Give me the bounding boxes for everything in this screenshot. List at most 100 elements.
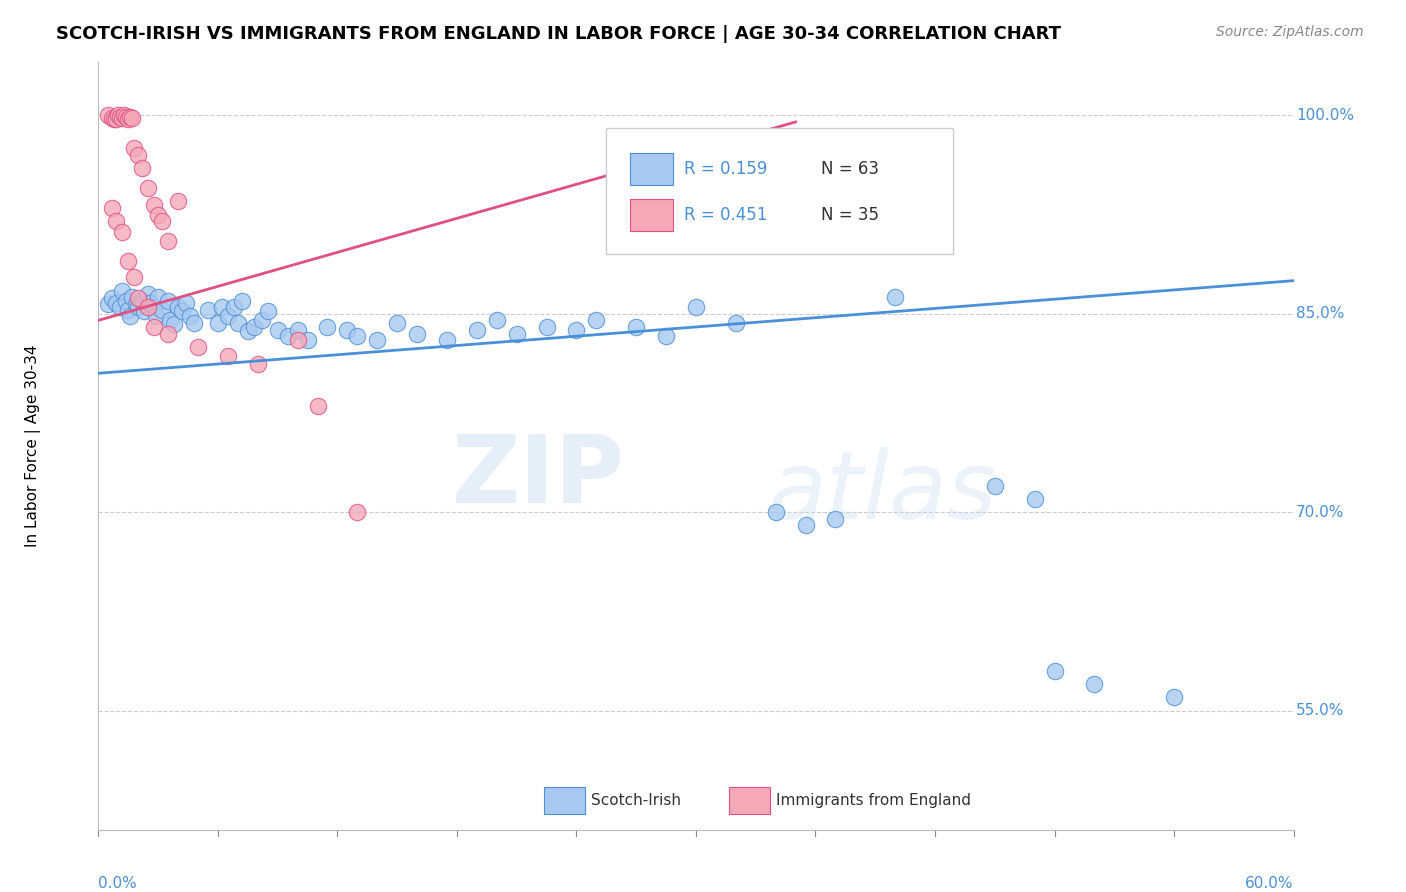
Point: [485, 313, 508, 327]
Point: [167, 194, 190, 209]
FancyBboxPatch shape: [544, 787, 585, 814]
Point: [131, 293, 153, 308]
Text: Immigrants from England: Immigrants from England: [776, 793, 972, 808]
Point: [211, 300, 233, 314]
Text: SCOTCH-IRISH VS IMMIGRANTS FROM ENGLAND IN LABOR FORCE | AGE 30-34 CORRELATION C: SCOTCH-IRISH VS IMMIGRANTS FROM ENGLAND …: [56, 25, 1062, 43]
Point: [385, 316, 409, 330]
Point: [121, 289, 143, 303]
Point: [536, 320, 558, 334]
Point: [97, 108, 120, 122]
Point: [506, 326, 529, 341]
Text: 55.0%: 55.0%: [1296, 703, 1344, 718]
Point: [794, 518, 817, 533]
Text: R = 0.451: R = 0.451: [685, 206, 768, 224]
Text: 60.0%: 60.0%: [1246, 876, 1294, 891]
Point: [984, 478, 1007, 492]
Point: [150, 302, 173, 317]
Point: [884, 289, 907, 303]
Point: [105, 296, 128, 310]
Text: atlas: atlas: [768, 447, 995, 538]
Point: [297, 333, 319, 347]
Point: [179, 310, 201, 324]
Point: [124, 269, 146, 284]
Text: Scotch-Irish: Scotch-Irish: [591, 793, 681, 808]
FancyBboxPatch shape: [630, 199, 673, 231]
Point: [197, 302, 219, 317]
Point: [250, 313, 273, 327]
Point: [183, 316, 205, 330]
Point: [117, 302, 139, 317]
Point: [127, 291, 149, 305]
Point: [139, 296, 162, 310]
Point: [143, 320, 166, 334]
Point: [136, 300, 159, 314]
Point: [316, 320, 339, 334]
Point: [115, 293, 138, 308]
Point: [117, 253, 139, 268]
Text: 85.0%: 85.0%: [1296, 306, 1344, 321]
Point: [565, 323, 588, 337]
Point: [1024, 491, 1046, 506]
Point: [267, 323, 290, 337]
Point: [150, 214, 173, 228]
Point: [655, 329, 678, 343]
Point: [1163, 690, 1185, 705]
Point: [136, 181, 159, 195]
Point: [125, 297, 148, 311]
Point: [101, 111, 124, 125]
Point: [217, 349, 239, 363]
Text: In Labor Force | Age 30-34: In Labor Force | Age 30-34: [25, 344, 41, 548]
Point: [157, 326, 180, 341]
Point: [307, 400, 329, 414]
Point: [110, 110, 132, 124]
Point: [277, 329, 299, 343]
Point: [120, 310, 142, 324]
Point: [217, 310, 239, 324]
Point: [127, 148, 149, 162]
Point: [626, 320, 648, 334]
Point: [111, 285, 134, 299]
FancyBboxPatch shape: [606, 128, 953, 254]
Point: [685, 300, 707, 314]
Point: [110, 300, 132, 314]
Point: [157, 293, 180, 308]
Text: N = 35: N = 35: [821, 206, 880, 224]
Text: Source: ZipAtlas.com: Source: ZipAtlas.com: [1216, 25, 1364, 39]
Point: [105, 112, 128, 127]
Point: [226, 316, 249, 330]
Point: [143, 198, 166, 212]
Point: [163, 318, 186, 332]
Point: [465, 323, 488, 337]
Point: [134, 304, 156, 318]
Point: [243, 320, 266, 334]
Point: [111, 225, 134, 239]
Text: N = 63: N = 63: [821, 160, 880, 178]
Point: [231, 293, 253, 308]
Point: [366, 333, 388, 347]
Text: 100.0%: 100.0%: [1296, 108, 1354, 123]
Point: [1083, 677, 1105, 691]
Point: [103, 112, 125, 127]
Point: [127, 300, 149, 314]
Point: [157, 234, 180, 248]
Point: [1043, 664, 1066, 678]
Point: [115, 110, 138, 124]
Point: [131, 161, 153, 176]
Point: [124, 141, 146, 155]
Point: [159, 313, 181, 327]
Point: [112, 108, 135, 122]
Point: [167, 300, 190, 314]
Point: [136, 286, 159, 301]
Point: [406, 326, 429, 341]
Point: [101, 291, 124, 305]
Text: ZIP: ZIP: [451, 431, 624, 523]
Text: 70.0%: 70.0%: [1296, 505, 1344, 520]
Point: [436, 333, 458, 347]
Point: [145, 310, 167, 324]
Point: [121, 111, 143, 125]
Point: [105, 214, 128, 228]
FancyBboxPatch shape: [730, 787, 770, 814]
FancyBboxPatch shape: [630, 153, 673, 186]
Point: [246, 357, 269, 371]
Point: [172, 304, 194, 318]
